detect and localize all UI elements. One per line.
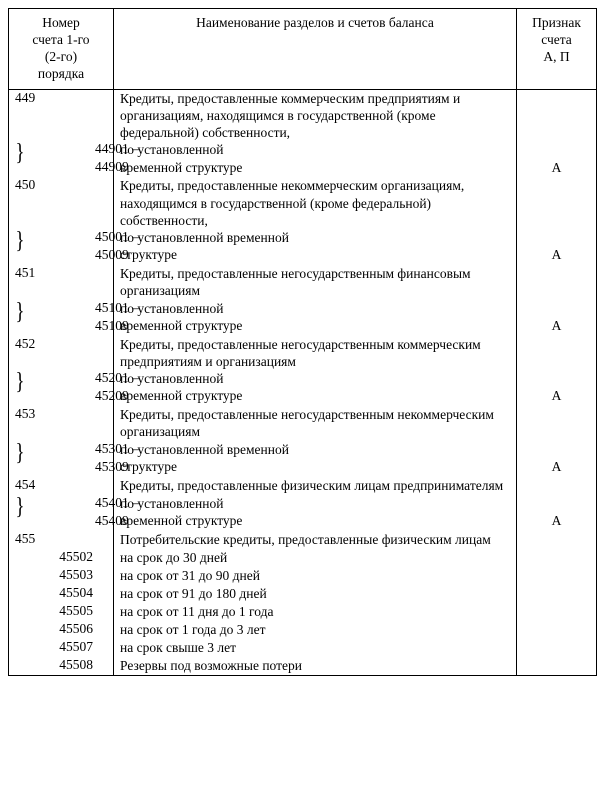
table-row: 44901 – } 44909 по установленнойвременно… — [9, 141, 597, 177]
table-row: 454Кредиты, предоставленные физическим л… — [9, 477, 597, 495]
account-number: 45508 — [13, 657, 95, 674]
account-number: 45101 – — [95, 300, 109, 317]
table-row: 45506на срок от 1 года до 3 лет — [9, 621, 597, 639]
accounts-table: Номерсчета 1-го(2-го)порядка Наименовани… — [8, 8, 597, 676]
account-number: 453 — [13, 406, 95, 423]
account-number: 45502 — [13, 549, 95, 566]
brace-icon: } — [14, 495, 25, 519]
account-number: 45209 — [95, 388, 109, 405]
account-number: 44901 – — [95, 141, 109, 158]
table-row: 45301 – } 45309 по установленной временн… — [9, 441, 597, 477]
table-row: 455Потребительские кредиты, предоставлен… — [9, 531, 597, 549]
brace-icon: } — [14, 370, 25, 394]
account-number: 45201 – — [95, 370, 109, 387]
table-row: 45401 – } 45409 по установленнойвременно… — [9, 495, 597, 531]
account-number: 449 — [13, 90, 95, 107]
table-row: 450Кредиты, предоставленные некоммерческ… — [9, 177, 597, 229]
account-number: 45309 — [95, 459, 109, 476]
brace-icon: } — [14, 300, 25, 324]
account-number: 45409 — [95, 513, 109, 530]
account-number: 45506 — [13, 621, 95, 638]
table-row: 452Кредиты, предоставленные негосударств… — [9, 336, 597, 371]
table-row: 453Кредиты, предоставленные негосударств… — [9, 406, 597, 441]
account-number: 454 — [13, 477, 95, 494]
table-row: 45504на срок от 91 до 180 дней — [9, 585, 597, 603]
account-number: 45507 — [13, 639, 95, 656]
table-row: 45001 – } 45009 по установленной временн… — [9, 229, 597, 265]
table-row: 451Кредиты, предоставленные негосударств… — [9, 265, 597, 300]
table-row: 45508Резервы под возможные потери — [9, 657, 597, 676]
account-number: 45109 — [95, 318, 109, 335]
table-row: 449Кредиты, предоставленные коммерческим… — [9, 90, 597, 142]
table-row: 45201 – } 45209 по установленнойвременно… — [9, 370, 597, 406]
header-sign: ПризнаксчетаА, П — [517, 9, 597, 90]
table-row: 45503на срок от 31 до 90 дней — [9, 567, 597, 585]
table-row: 45505на срок от 11 дня до 1 года — [9, 603, 597, 621]
account-number: 45504 — [13, 585, 95, 602]
table-row: 45101 – } 45109 по установленнойвременно… — [9, 300, 597, 336]
brace-icon: } — [14, 141, 25, 165]
account-number: 45301 – — [95, 441, 109, 458]
table-row: 45507на срок свыше 3 лет — [9, 639, 597, 657]
account-number: 45503 — [13, 567, 95, 584]
header-num: Номерсчета 1-го(2-го)порядка — [9, 9, 114, 90]
account-number: 45001 – — [95, 229, 109, 246]
table-row: 45502на срок до 30 дней — [9, 549, 597, 567]
account-number: 452 — [13, 336, 95, 353]
account-number: 45401 – — [95, 495, 109, 512]
brace-icon: } — [14, 441, 25, 465]
account-number: 455 — [13, 531, 95, 548]
account-number: 45505 — [13, 603, 95, 620]
account-number: 44909 — [95, 159, 109, 176]
brace-icon: } — [14, 229, 25, 253]
account-number: 450 — [13, 177, 95, 194]
account-number: 45009 — [95, 247, 109, 264]
account-number: 451 — [13, 265, 95, 282]
header-name: Наименование разделов и счетов баланса — [114, 9, 517, 90]
